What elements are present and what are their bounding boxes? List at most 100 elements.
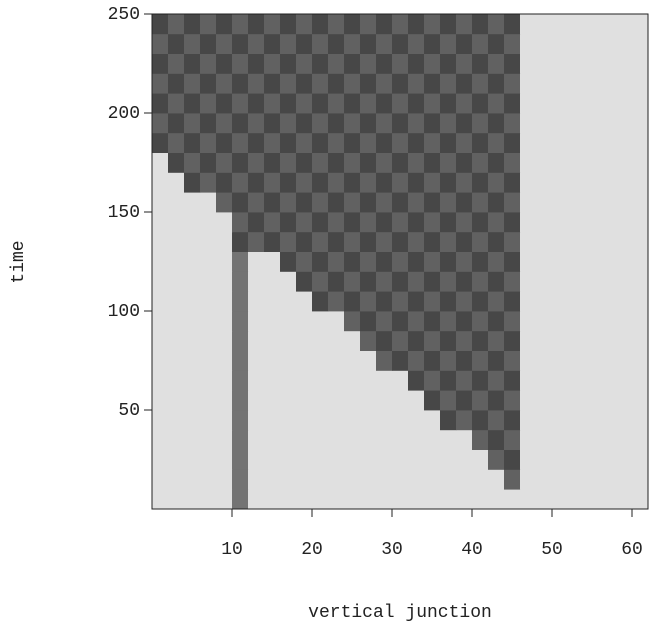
heatmap-cell — [344, 449, 361, 470]
heatmap-cell — [616, 429, 633, 450]
heatmap-cell — [456, 271, 473, 292]
heatmap-cell — [520, 271, 537, 292]
heatmap-cell — [232, 350, 249, 371]
heatmap-cell — [280, 93, 297, 114]
heatmap-cell — [584, 53, 601, 74]
heatmap-cell — [248, 93, 265, 114]
heatmap-cell — [280, 350, 297, 371]
heatmap-cell — [392, 251, 409, 272]
heatmap-cell — [200, 132, 217, 153]
heatmap-cell — [200, 53, 217, 74]
heatmap-cell — [536, 113, 553, 134]
heatmap-cell — [264, 152, 281, 173]
heatmap-cell — [440, 330, 457, 351]
heatmap-cell — [376, 33, 393, 54]
heatmap-cell — [408, 271, 425, 292]
heatmap-cell — [200, 192, 217, 213]
heatmap-cell — [312, 132, 329, 153]
heatmap-cell — [504, 370, 521, 391]
heatmap-cell — [392, 14, 409, 35]
heatmap-cell — [152, 489, 169, 510]
heatmap-cell — [520, 132, 537, 153]
y-tick-label: 250 — [108, 5, 140, 25]
heatmap-cell — [296, 449, 313, 470]
heatmap-cell — [248, 271, 265, 292]
heatmap-cell — [456, 291, 473, 312]
heatmap-cell — [616, 14, 633, 35]
heatmap-cell — [424, 33, 441, 54]
heatmap-cell — [520, 172, 537, 193]
heatmap-cell — [328, 330, 345, 351]
heatmap-cell — [280, 113, 297, 134]
heatmap-cell — [552, 370, 569, 391]
heatmap-cell — [248, 33, 265, 54]
heatmap-cell — [504, 350, 521, 371]
heatmap-cell — [568, 469, 585, 490]
heatmap-cell — [536, 370, 553, 391]
heatmap-cell — [280, 192, 297, 213]
heatmap-cell — [328, 152, 345, 173]
heatmap-cell — [504, 93, 521, 114]
heatmap-cell — [568, 172, 585, 193]
heatmap-cell — [152, 53, 169, 74]
heatmap-cell — [600, 350, 617, 371]
heatmap-cell — [616, 33, 633, 54]
heatmap-cell — [424, 469, 441, 490]
heatmap-cell — [392, 291, 409, 312]
heatmap-cell — [184, 113, 201, 134]
heatmap-cell — [632, 212, 649, 233]
heatmap-cell — [296, 172, 313, 193]
heatmap-cell — [232, 449, 249, 470]
heatmap-cell — [360, 231, 377, 252]
heatmap-cell — [536, 14, 553, 35]
heatmap-cell — [248, 73, 265, 94]
heatmap-cell — [520, 410, 537, 431]
heatmap-cell — [456, 73, 473, 94]
heatmap-cell — [520, 330, 537, 351]
heatmap-cell — [504, 152, 521, 173]
heatmap-cell — [568, 192, 585, 213]
heatmap-cell — [168, 14, 185, 35]
heatmap-cell — [472, 350, 489, 371]
heatmap-cell — [600, 113, 617, 134]
heatmap-cell — [312, 172, 329, 193]
heatmap-cell — [600, 330, 617, 351]
heatmap-cell — [600, 390, 617, 411]
heatmap-cell — [440, 410, 457, 431]
heatmap-cell — [568, 53, 585, 74]
heatmap-cell — [360, 410, 377, 431]
heatmap-cell — [616, 93, 633, 114]
heatmap-cell — [200, 469, 217, 490]
heatmap-cell — [328, 132, 345, 153]
heatmap-cell — [616, 251, 633, 272]
heatmap-cell — [376, 311, 393, 332]
heatmap-cell — [360, 73, 377, 94]
heatmap-cell — [520, 73, 537, 94]
heatmap-cell — [584, 489, 601, 510]
heatmap-cell — [552, 311, 569, 332]
heatmap-cell — [232, 469, 249, 490]
heatmap-cell — [168, 73, 185, 94]
heatmap-cell — [360, 132, 377, 153]
heatmap-cell — [200, 14, 217, 35]
heatmap-cell — [248, 152, 265, 173]
heatmap-cell — [392, 469, 409, 490]
heatmap-cell — [488, 212, 505, 233]
heatmap-cell — [472, 33, 489, 54]
heatmap-cell — [536, 410, 553, 431]
heatmap-cell — [616, 489, 633, 510]
heatmap-cell — [168, 330, 185, 351]
heatmap-cell — [520, 53, 537, 74]
heatmap-cell — [312, 489, 329, 510]
heatmap-cell — [424, 410, 441, 431]
heatmap-cell — [424, 113, 441, 134]
heatmap-cell — [600, 449, 617, 470]
heatmap-cell — [456, 429, 473, 450]
heatmap-cell — [408, 429, 425, 450]
heatmap-cell — [504, 311, 521, 332]
x-tick-label: 40 — [461, 540, 483, 560]
heatmap-cell — [472, 469, 489, 490]
heatmap-cell — [504, 14, 521, 35]
heatmap-cell — [488, 311, 505, 332]
